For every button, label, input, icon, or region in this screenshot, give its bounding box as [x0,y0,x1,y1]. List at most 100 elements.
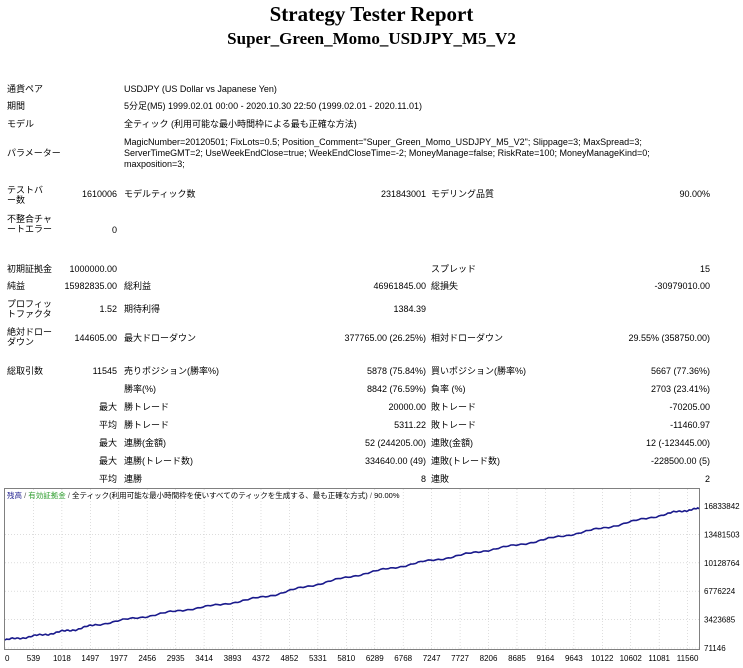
gross-loss-label: 総損失 [431,281,459,291]
x-tick-label: 6768 [394,654,412,663]
x-tick-label: 2456 [138,654,156,663]
period-value: 5分足(M5) 1999.02.01 00:00 - 2020.10.30 22… [124,101,423,111]
max-label-3: 最大 [98,456,117,466]
x-tick-label: 1497 [81,654,99,663]
legend-separator-2: / [66,491,72,500]
x-tick-label: 9643 [565,654,583,663]
max-label: 最大 [98,402,117,412]
legend-balance: 残高 [7,490,22,500]
max-win-value: 20000.00 [388,402,426,412]
x-tick-label: 11560 [677,654,699,663]
trades-label: 総取引数 [7,366,44,376]
x-tick-label: 9164 [537,654,555,663]
gross-profit-value: 46961845.00 [373,281,426,291]
x-tick-label: 4852 [281,654,299,663]
trades-value: 11545 [92,366,117,376]
x-tick-label: 3893 [224,654,242,663]
x-tick-labels: 0 539 1018 1497 1977 2456 2935 3414 3893 4372 4852… [5,654,699,663]
balance-line [4,506,700,641]
x-tick-label: 3414 [195,654,213,663]
mismatch-label: 不整合チャートエラー [7,214,53,234]
quality-value: 90.00% [679,189,710,199]
long-value: 5667 (77.36%) [650,366,710,376]
x-tick-label: 2935 [167,654,185,663]
y-tick-label: 16833842 [704,502,740,511]
x-tick-label: 7247 [423,654,441,663]
chart-legend: 残高 / 有効証拠金 / 全ティック(利用可能な最小時間枠を使いすべてのティック… [7,490,400,500]
max-loss-label: 敗トレード [431,402,477,412]
win-pct-value: 8842 (76.59%) [366,384,426,394]
legend-model: 全ティック(利用可能な最小時間枠を使いすべてのティックを生成する、最も正確な方式… [72,490,368,500]
gross-profit-label: 総利益 [124,281,152,291]
x-tick-label: 8206 [480,654,498,663]
avg-cons-loss-label: 連敗 [431,474,450,484]
gross-loss-value: -30979010.00 [654,281,710,291]
max-win-label: 勝トレード [124,402,170,412]
x-tick-label: 539 [27,654,41,663]
avg-win-label: 勝トレード [124,420,170,430]
x-tick-label: 6289 [366,654,384,663]
expected-value: 1384.39 [393,304,426,314]
x-tick-label: 10122 [591,654,614,663]
pf-label: プロフィットファクタ [7,299,52,319]
bars-value: 1610006 [81,189,117,199]
cons-win-amt-label: 連勝(金額) [124,438,166,448]
ticks-label: モデルティック数 [124,189,196,199]
long-label: 買いポジション(勝率%) [431,366,526,376]
report-title: Strategy Tester Report [269,2,474,26]
avg-win-value: 5311.22 [394,420,426,430]
quality-label: モデリング品質 [431,189,495,199]
cons-loss-cnt-label: 連敗(トレード数) [431,456,500,466]
avg-label-2: 平均 [98,474,117,484]
max-dd-label: 最大ドローダウン [124,333,197,343]
max-dd-value: 377765.00 (26.25%) [344,333,426,343]
x-tick-label: 5331 [309,654,327,663]
ticks-value: 231843001 [380,189,426,199]
x-tick-label: 10602 [620,654,643,663]
deposit-label: 初期証拠金 [7,264,53,274]
x-tick-label: 0 [5,654,10,663]
x-tick-label: 5810 [337,654,355,663]
avg-loss-value: -11460.97 [670,420,710,430]
x-tick-label: 1977 [110,654,128,663]
x-tick-label: 4372 [252,654,270,663]
pf-value: 1.52 [99,304,117,314]
bars-label: テストバー数 [7,185,44,205]
net-value: 15982835.00 [64,281,117,291]
abs-dd-label: 絶対ドローダウン [7,327,53,347]
avg-cons-win-value: 8 [420,474,426,484]
model-label: モデル [7,119,35,129]
x-tick-label: 7727 [451,654,469,663]
y-tick-label: 3423685 [704,616,736,625]
cons-win-amt-value: 52 (244205.00) [364,438,426,448]
model-value: 全ティック (利用可能な最小時間枠による最も正確な方法) [124,119,357,129]
y-tick-label: 10128764 [704,559,740,568]
abs-dd-value: 144605.00 [74,333,117,343]
params-value: MagicNumber=20120501; FixLots=0.5; Posit… [124,137,650,169]
avg-label: 平均 [98,420,117,430]
spread-label: スプレッド [431,264,477,274]
legend-equity: 有効証拠金 [28,490,66,500]
symbol-label: 通貨ペア [7,84,44,94]
report-subtitle: Super_Green_Momo_USDJPY_M5_V2 [227,29,516,48]
x-tick-label: 8685 [508,654,526,663]
avg-loss-label: 敗トレード [431,420,477,430]
loss-pct-value: 2703 (23.41%) [650,384,710,394]
cons-loss-amt-value: 12 (-123445.00) [645,438,710,448]
x-tick-label: 1018 [53,654,71,663]
deposit-value: 1000000.00 [69,264,117,274]
rel-dd-value: 29.55% (358750.00) [628,333,710,343]
y-tick-label: 6776224 [704,587,736,596]
cons-loss-amt-label: 連敗(金額) [431,438,473,448]
short-value: 5878 (75.84%) [366,366,426,376]
chart-frame [4,488,700,650]
cons-win-cnt-value: 334640.00 (49) [364,456,426,466]
y-tick-labels: 16833842 13481503 10128764 6776224 3423685 71… [704,502,740,653]
max-label-2: 最大 [98,438,117,448]
legend-separator-1: / [22,491,28,500]
expected-label: 期待利得 [124,304,161,314]
loss-pct-label: 負率 (%) [431,384,466,394]
symbol-value: USDJPY (US Dollar vs Japanese Yen) [124,84,277,94]
x-tick-label: 11081 [648,654,670,663]
avg-cons-loss-value: 2 [704,474,710,484]
